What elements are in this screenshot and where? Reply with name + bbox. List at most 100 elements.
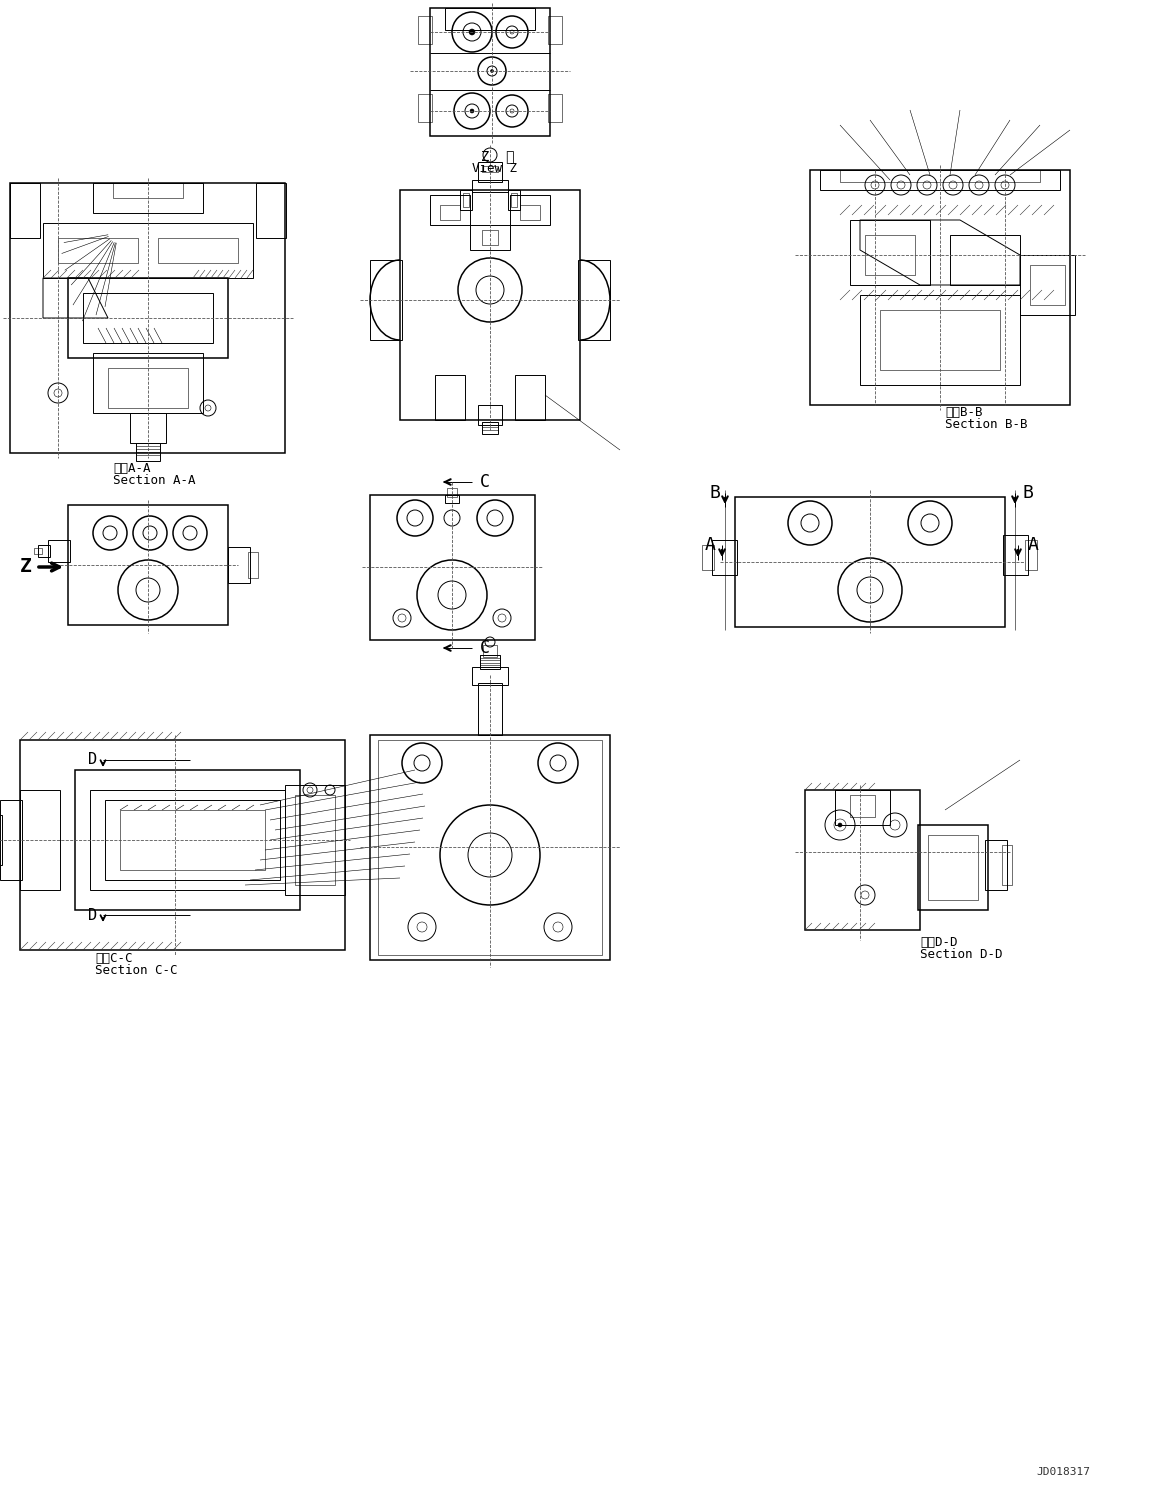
Bar: [478, 162, 502, 182]
Bar: [90, 790, 285, 890]
Text: A: A: [1027, 536, 1039, 554]
Bar: [93, 183, 202, 213]
Bar: [370, 496, 535, 640]
Bar: [418, 94, 432, 122]
Bar: [702, 545, 714, 570]
Bar: [113, 183, 183, 198]
Text: 断面A-A: 断面A-A: [113, 461, 150, 475]
Bar: [447, 488, 457, 497]
Bar: [928, 835, 978, 900]
Bar: [1003, 536, 1029, 574]
Bar: [840, 170, 1040, 182]
Text: C: C: [480, 473, 491, 491]
Bar: [68, 504, 228, 625]
Bar: [430, 7, 550, 135]
Bar: [228, 548, 250, 583]
Bar: [440, 205, 460, 220]
Text: D: D: [88, 908, 97, 923]
Bar: [47, 540, 71, 562]
Bar: [435, 375, 465, 420]
Bar: [735, 497, 1005, 626]
Bar: [511, 193, 517, 207]
Bar: [850, 220, 930, 286]
Bar: [478, 683, 502, 735]
Text: View Z: View Z: [472, 162, 517, 176]
Bar: [480, 655, 500, 670]
Bar: [295, 795, 336, 885]
Bar: [20, 740, 345, 949]
Bar: [108, 368, 187, 408]
Bar: [519, 205, 540, 220]
Bar: [0, 801, 22, 879]
Bar: [1020, 254, 1075, 315]
Bar: [93, 353, 202, 414]
Bar: [378, 740, 602, 955]
Text: JD018317: JD018317: [1036, 1467, 1090, 1478]
Bar: [820, 170, 1060, 190]
Circle shape: [470, 109, 474, 113]
Bar: [370, 735, 610, 960]
Circle shape: [469, 28, 476, 36]
Text: Z  視: Z 視: [481, 149, 515, 164]
Text: Z: Z: [20, 558, 32, 576]
Bar: [58, 238, 138, 263]
Bar: [430, 195, 470, 225]
Text: Section A-A: Section A-A: [113, 473, 196, 487]
Bar: [159, 238, 238, 263]
Bar: [0, 815, 2, 865]
Bar: [20, 790, 60, 890]
Bar: [38, 545, 50, 557]
Bar: [460, 190, 472, 210]
Bar: [472, 667, 508, 684]
Bar: [548, 16, 562, 45]
Bar: [578, 260, 610, 339]
Bar: [256, 183, 286, 238]
Bar: [482, 423, 498, 434]
Bar: [285, 786, 345, 894]
Bar: [83, 293, 213, 344]
Bar: [130, 414, 165, 443]
Bar: [515, 375, 545, 420]
Text: B: B: [1023, 484, 1033, 501]
Bar: [34, 548, 42, 554]
Bar: [248, 552, 258, 577]
Bar: [463, 193, 469, 207]
Bar: [835, 790, 890, 824]
Text: Section D-D: Section D-D: [920, 948, 1002, 960]
Bar: [880, 310, 1000, 371]
Bar: [860, 295, 1020, 385]
Circle shape: [838, 823, 842, 827]
Text: B: B: [709, 484, 721, 501]
Bar: [1025, 540, 1037, 570]
Bar: [470, 225, 510, 250]
Bar: [418, 16, 432, 45]
Bar: [950, 235, 1020, 286]
Bar: [68, 278, 228, 359]
Text: Section C-C: Section C-C: [95, 964, 177, 976]
Bar: [370, 260, 401, 339]
Bar: [482, 644, 498, 658]
Bar: [137, 443, 160, 461]
Text: Section B-B: Section B-B: [945, 418, 1027, 432]
Bar: [445, 496, 459, 503]
Bar: [548, 94, 562, 122]
Bar: [865, 235, 915, 275]
Bar: [120, 809, 265, 870]
Bar: [10, 183, 40, 238]
Bar: [478, 405, 502, 426]
Bar: [482, 231, 498, 246]
Bar: [445, 7, 535, 30]
Bar: [712, 540, 737, 574]
Bar: [75, 769, 300, 911]
Bar: [850, 795, 875, 817]
Text: C: C: [480, 638, 491, 658]
Bar: [810, 170, 1070, 405]
Text: A: A: [705, 536, 715, 554]
Text: 断面D-D: 断面D-D: [920, 936, 958, 948]
Bar: [510, 195, 550, 225]
Bar: [10, 183, 285, 452]
Bar: [400, 190, 580, 420]
Text: D: D: [88, 753, 97, 768]
Text: 断面B-B: 断面B-B: [945, 406, 982, 420]
Bar: [43, 223, 253, 278]
